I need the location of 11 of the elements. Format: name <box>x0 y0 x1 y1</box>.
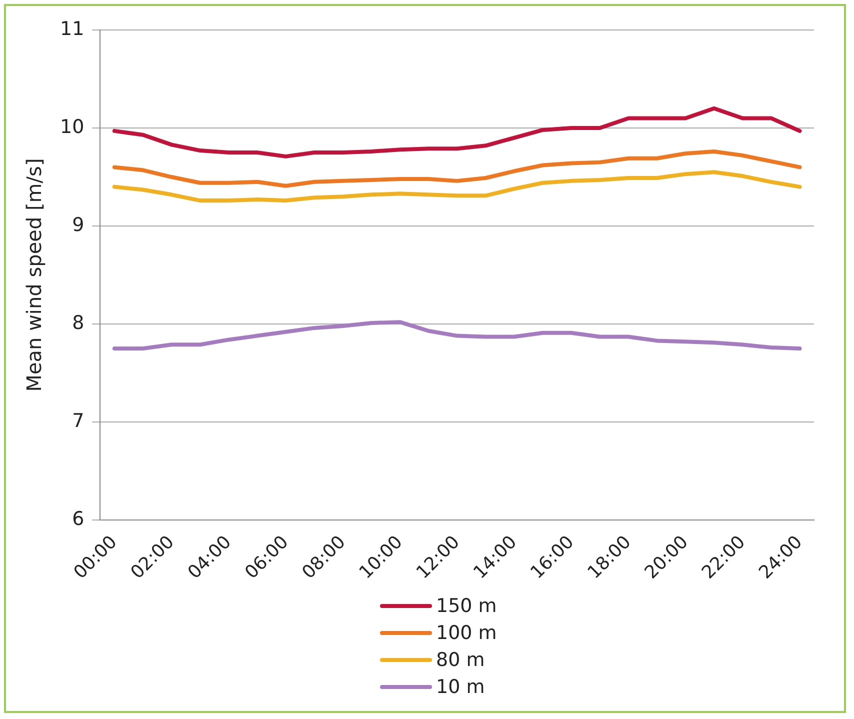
y-tick-label: 7 <box>72 410 84 432</box>
legend-label: 80 m <box>436 648 485 670</box>
legend-label: 150 m <box>436 594 497 616</box>
y-axis-title: Mean wind speed [m/s] <box>22 158 46 392</box>
y-tick-label: 9 <box>72 214 84 236</box>
legend-label: 10 m <box>436 676 485 698</box>
y-tick-label: 11 <box>60 18 84 40</box>
y-tick-label: 6 <box>72 508 84 530</box>
y-tick-label: 8 <box>72 312 84 334</box>
legend-label: 100 m <box>436 622 497 644</box>
y-tick-label: 10 <box>60 116 84 138</box>
